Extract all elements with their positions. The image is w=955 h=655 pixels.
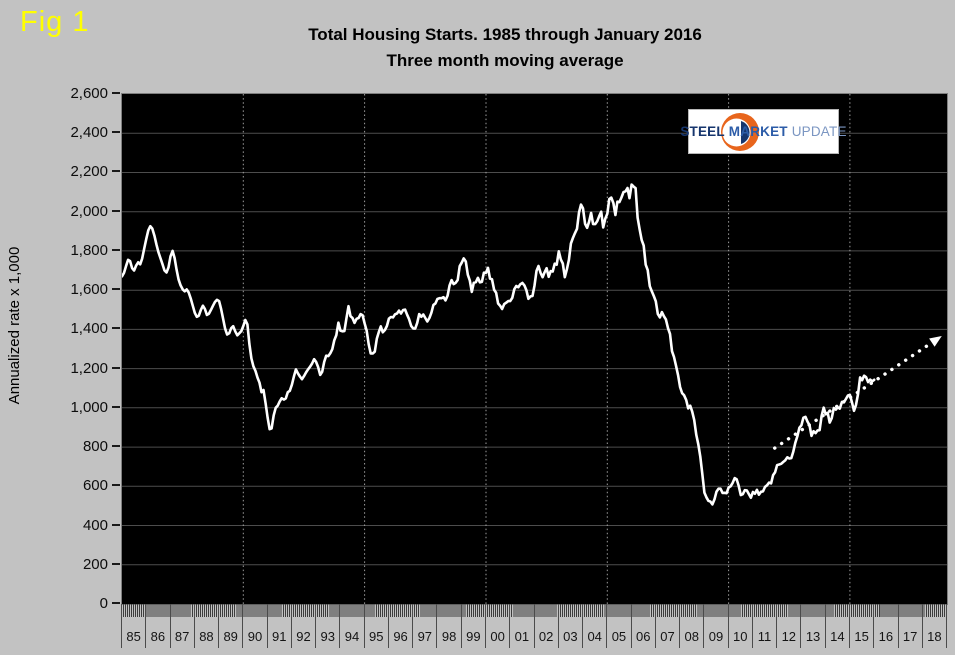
x-year-label: 16 [873, 604, 897, 648]
y-tick-label: 1,600 [70, 281, 108, 298]
steel-market-update-logo: STEEL MARKET UPDATE [680, 109, 846, 154]
housing-starts-line [122, 183, 876, 506]
x-year-label: 98 [436, 604, 460, 648]
chart-subtitle: Three month moving average [386, 51, 624, 70]
x-year-label: 91 [266, 604, 291, 648]
x-year-label: 10 [727, 604, 752, 648]
y-tick-label: 2,600 [70, 85, 108, 102]
x-year-label: 89 [218, 604, 242, 648]
x-year-label: 02 [533, 604, 558, 648]
figure-number-label: Fig 1 [20, 6, 90, 38]
x-year-label: 88 [193, 604, 218, 648]
y-tick-mark [112, 602, 120, 604]
x-year-label: 07 [654, 604, 679, 648]
projection-arrowhead-icon [929, 336, 942, 347]
x-year-label: 14 [824, 604, 849, 648]
x-year-label: 94 [339, 604, 363, 648]
x-year-label: 01 [509, 604, 533, 648]
x-year-label: 18 [921, 604, 946, 648]
y-tick-label: 200 [82, 556, 108, 573]
y-tick-label: 1,800 [70, 242, 108, 259]
x-year-label: 05 [606, 604, 630, 648]
x-year-label: 00 [484, 604, 509, 648]
y-tick-mark [112, 170, 120, 172]
y-tick-mark [112, 445, 120, 447]
y-axis-title: Annualized rate x 1,000 [6, 246, 23, 405]
y-tick-label: 600 [82, 477, 108, 494]
y-tick-label: 0 [99, 595, 108, 612]
y-tick-label: 800 [82, 438, 108, 455]
chart-title: Total Housing Starts. 1985 through Janua… [308, 25, 702, 44]
projection-arrow-dots [773, 341, 933, 450]
logo-word-market: MARKET [728, 124, 788, 139]
x-year-label: 06 [630, 604, 655, 648]
logo-text: STEEL MARKET UPDATE [680, 110, 846, 153]
x-year-label: 11 [751, 604, 776, 648]
y-tick-mark [112, 210, 120, 212]
x-year-label: 09 [703, 604, 727, 648]
x-axis-year-labels: 85 86 87 88 89 90 91 92 93 94 95 96 97 98 99 00 01 02 03 04… [121, 604, 947, 648]
y-tick-mark [112, 367, 120, 369]
x-year-label: 93 [315, 604, 339, 648]
y-tick-mark [112, 327, 120, 329]
logo-word-steel: STEEL [680, 124, 725, 139]
x-year-label: 99 [460, 604, 485, 648]
x-year-label: 08 [679, 604, 703, 648]
x-year-label: 13 [800, 604, 824, 648]
x-year-label: 17 [897, 604, 922, 648]
y-tick-mark [112, 131, 120, 133]
logo-swoosh-icon [721, 113, 759, 151]
y-tick-mark [112, 92, 120, 94]
y-tick-mark [112, 406, 120, 408]
y-tick-label: 400 [82, 517, 108, 534]
y-tick-mark [112, 249, 120, 251]
y-tick-mark [112, 288, 120, 290]
y-tick-mark [112, 524, 120, 526]
title-block: Total Housing Starts. 1985 through Janua… [60, 22, 950, 74]
y-tick-label: 1,200 [70, 360, 108, 377]
x-year-label: 85 [121, 604, 145, 648]
x-year-label: 03 [557, 604, 582, 648]
x-year-label: 90 [242, 604, 266, 648]
y-tick-label: 1,400 [70, 320, 108, 337]
y-tick-mark [112, 563, 120, 565]
y-tick-label: 2,400 [70, 124, 108, 141]
x-year-label: 04 [582, 604, 606, 648]
x-year-label: 97 [412, 604, 436, 648]
y-tick-label: 2,200 [70, 163, 108, 180]
y-tick-mark [112, 484, 120, 486]
x-year-label: 12 [776, 604, 800, 648]
x-year-label: 15 [848, 604, 873, 648]
logo-word-update: UPDATE [791, 124, 847, 139]
x-year-label: 92 [290, 604, 315, 648]
x-year-label: 95 [363, 604, 388, 648]
x-year-label: 87 [169, 604, 194, 648]
y-tick-label: 1,000 [70, 399, 108, 416]
plot-area [121, 93, 948, 605]
x-year-label: 86 [145, 604, 169, 648]
x-year-label: 96 [387, 604, 412, 648]
y-tick-label: 2,000 [70, 203, 108, 220]
